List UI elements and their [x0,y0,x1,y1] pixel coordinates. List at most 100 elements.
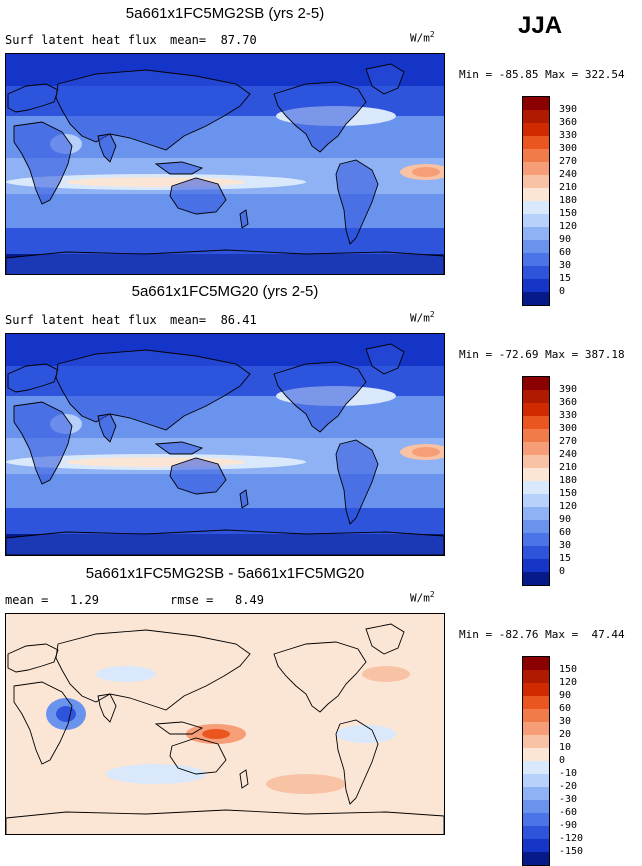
colorbar-tick-label: 360 [559,397,578,408]
colorbar-swatch [523,188,549,201]
colorbar-swatch [523,227,549,240]
colorbar-swatch [523,110,549,123]
colorbar-swatch [523,279,549,292]
colorbar-swatch [523,813,549,826]
colorbar-swatch [523,683,549,696]
colorbar-tick-label: -20 [559,781,578,792]
colorbar-tick-label: 90 [559,690,572,701]
colorbar-swatch [523,696,549,709]
colorbar-swatch [523,390,549,403]
colorbar-tick-label: 210 [559,462,578,473]
colorbar-tick-label: 60 [559,247,572,258]
colorbar-tick-label: 360 [559,117,578,128]
colorbar-tick-label: 0 [559,566,566,577]
colorbar-swatch [523,670,549,683]
colorbar-swatch [523,97,549,110]
coastline [97,133,117,163]
colorbar-swatch [523,175,549,188]
coastline [55,349,251,431]
units-label: W/m2 [410,590,435,605]
colorbar-swatch [523,572,549,585]
colorbar-swatch [523,520,549,533]
colorbar-tick-label: 15 [559,553,572,564]
coastline [154,721,204,735]
colorbar-swatch [523,533,549,546]
coastline [55,629,251,711]
colorbar-tick-label: 300 [559,423,578,434]
coastline [55,69,251,151]
colorbar: 390 360 330 300 270 240 210 180 150 120 90 60 30 15 0 [522,96,577,306]
colorbar-tick-label: 120 [559,501,578,512]
panel-title: 5a661x1FC5MG2SB - 5a661x1FC5MG20 [85,565,365,582]
map-plot [5,333,445,556]
colorbar-swatch [523,546,549,559]
colorbar-swatch [523,416,549,429]
colorbar-tick-label: 300 [559,143,578,154]
colorbar-tick-label: 150 [559,488,578,499]
coastline [239,769,249,789]
coastline [335,439,379,525]
panel-title: 5a661x1FC5MG2SB (yrs 2-5) [125,5,325,22]
panel-3: 5a661x1FC5MG2SB - 5a661x1FC5MG20 mean = … [0,560,642,866]
map-plot [5,53,445,275]
panel-title: 5a661x1FC5MG20 (yrs 2-5) [131,283,319,300]
colorbar-tick-label: 120 [559,221,578,232]
colorbar-swatch [523,800,549,813]
colorbar-tick-label: 270 [559,436,578,447]
colorbar-swatch [523,787,549,800]
coastline [273,361,367,433]
coastline [335,159,379,245]
minmax-label: Min = -82.76 Max = 47.44 [459,628,625,641]
coastline [13,681,73,765]
coastline [97,693,117,723]
colorbar-swatch [523,442,549,455]
colorbar-tick-label: 20 [559,729,572,740]
colorbar-tick-label: 0 [559,755,566,766]
colorbar-tick-label: 90 [559,234,572,245]
coastline [273,81,367,153]
colorbar-tick-label: -60 [559,807,578,818]
colorbar-tick-label: 390 [559,104,578,115]
coastline [154,441,204,455]
colorbar-swatch [523,709,549,722]
units-label: W/m2 [410,310,435,325]
colorbar-swatch [523,403,549,416]
colorbar-swatch [523,852,549,865]
colorbar-tick-label: 150 [559,664,578,675]
colorbar-swatch [523,123,549,136]
coastline [335,719,379,805]
colorbar-swatch [523,214,549,227]
colorbar-tick-label: 30 [559,716,572,727]
colorbar-swatch [523,429,549,442]
colorbar-tick-label: -150 [559,846,584,857]
variable-label: Surf latent heat flux [5,313,157,327]
units-label: W/m2 [410,30,435,45]
coastline [6,529,444,555]
coastline [169,457,227,495]
colorbar-tick-label: 330 [559,410,578,421]
colorbar-tick-label: 240 [559,449,578,460]
colorbar-tick-label: 330 [559,130,578,141]
panel-2: 5a661x1FC5MG20 (yrs 2-5) Surf latent hea… [0,280,642,586]
colorbar-swatch [523,240,549,253]
colorbar-swatch [523,468,549,481]
colorbar-swatch [523,162,549,175]
coastline [7,363,59,393]
colorbar-swatch [523,774,549,787]
colorbar-tick-label: 60 [559,527,572,538]
colorbar-tick-label: 10 [559,742,572,753]
colorbar-swatch [523,826,549,839]
coastline [7,643,59,673]
minmax-label: Min = -85.85 Max = 322.54 [459,68,625,81]
colorbar-swatch [523,494,549,507]
coastline [6,809,444,834]
colorbar-swatch [523,657,549,670]
colorbar-tick-label: 180 [559,475,578,486]
colorbar: 150 120 90 60 30 20 10 0 -10 -20 -30 -60 -90 -120 -150 [522,656,583,866]
colorbar-tick-label: 30 [559,540,572,551]
colorbar-swatch [523,839,549,852]
coastline [239,489,249,509]
colorbar-tick-label: 240 [559,169,578,180]
coastline [169,737,227,775]
rmse-label: rmse = 8.49 [170,593,264,607]
